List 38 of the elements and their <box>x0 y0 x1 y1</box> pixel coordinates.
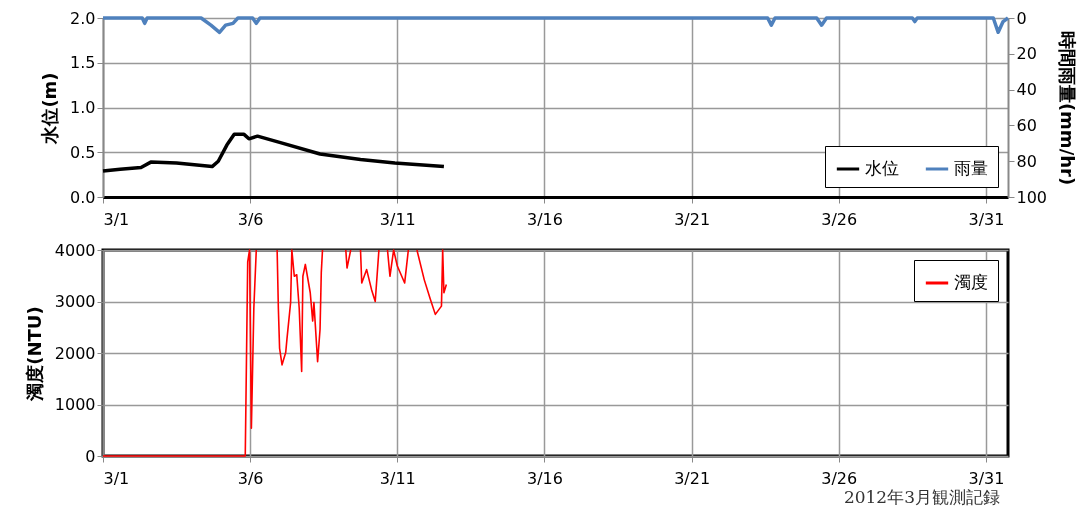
y-axis-title: 濁度(NTU) <box>23 306 45 402</box>
y2-tick-label: 40 <box>1016 80 1037 100</box>
x-tick-label: 3/11 <box>379 468 416 488</box>
legend-label: 雨量 <box>954 158 988 178</box>
x-tick-label: 3/21 <box>674 468 711 488</box>
y-tick-label: 4000 <box>54 240 96 260</box>
y2-tick-label: 20 <box>1016 44 1037 64</box>
y-tick-label: 0.0 <box>70 187 96 207</box>
x-tick-label: 3/11 <box>379 209 416 229</box>
y2-tick-label: 0 <box>1016 8 1027 28</box>
y2-tick-label: 100 <box>1016 187 1048 207</box>
x-tick-label: 3/31 <box>968 209 1005 229</box>
x-tick-label: 3/16 <box>526 468 563 488</box>
x-tick-label: 3/26 <box>821 209 858 229</box>
x-tick-label: 3/6 <box>237 209 264 229</box>
x-tick-label: 3/1 <box>103 209 130 229</box>
x-tick-label: 3/6 <box>237 468 264 488</box>
y-axis-title: 水位(m) <box>39 72 61 145</box>
y-tick-label: 0 <box>85 446 96 466</box>
legend-label: 水位 <box>865 158 899 178</box>
y-tick-label: 2000 <box>54 343 96 363</box>
y-tick-label: 3000 <box>54 292 96 311</box>
y-tick-label: 1.5 <box>70 53 96 73</box>
y-tick-label: 1.0 <box>70 98 96 117</box>
x-tick-label: 3/21 <box>674 209 711 229</box>
x-tick-label: 3/31 <box>968 468 1005 488</box>
x-tick-label: 3/26 <box>821 468 858 488</box>
y2-tick-label: 60 <box>1016 115 1037 135</box>
x-tick-label: 3/16 <box>526 209 563 229</box>
y-tick-label: 1000 <box>54 395 96 414</box>
legend-label: 濁度 <box>954 272 988 292</box>
y-tick-label: 2.0 <box>70 8 96 28</box>
x-tick-label: 3/1 <box>103 468 130 488</box>
text: 2012年3月観測記録 <box>842 486 1000 509</box>
y2-tick-label: 80 <box>1016 151 1037 171</box>
line-series <box>101 132 446 173</box>
y2-axis-title: 時間雨量(mm/hr) <box>1057 30 1079 186</box>
y-tick-label: 0.5 <box>70 142 96 162</box>
